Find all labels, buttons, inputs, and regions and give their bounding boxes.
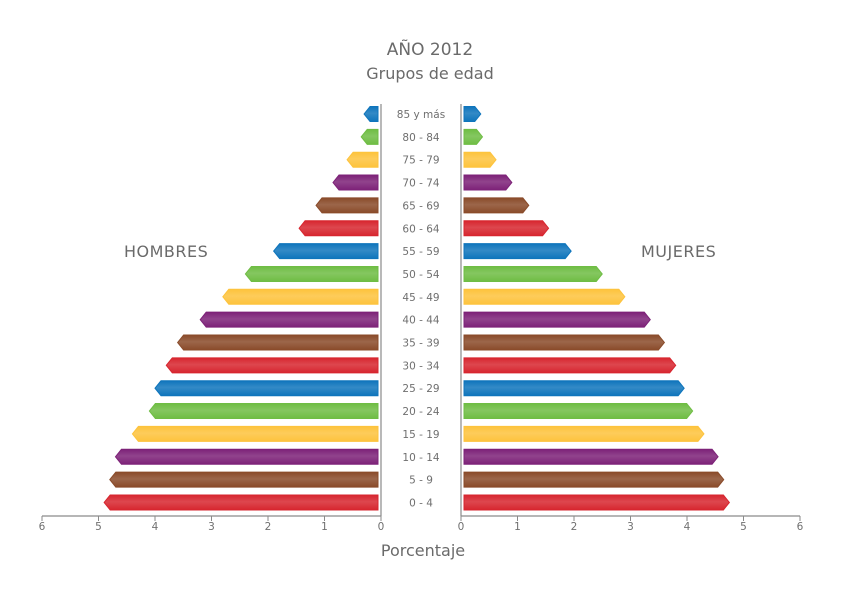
- bar-hombres-1: [360, 128, 379, 145]
- bar-mujeres-16: [463, 471, 725, 488]
- bar-hombres-9: [199, 311, 379, 328]
- bar-hombres-7: [244, 265, 379, 282]
- mujeres-label: MUJERES: [641, 242, 717, 261]
- bar-hombres-17: [103, 494, 379, 511]
- age-group-label: 65 - 69: [402, 200, 439, 212]
- bar-mujeres-11: [463, 357, 677, 374]
- tick-label-left: 2: [265, 521, 272, 533]
- bar-hombres-11: [165, 357, 379, 374]
- age-group-label: 0 - 4: [409, 497, 433, 509]
- bar-hombres-14: [131, 425, 379, 442]
- age-group-label: 45 - 49: [402, 292, 439, 304]
- bar-mujeres-9: [463, 311, 651, 328]
- bar-mujeres-12: [463, 380, 685, 397]
- age-group-label: 10 - 14: [402, 452, 440, 464]
- age-group-label: 80 - 84: [402, 132, 440, 144]
- bar-mujeres-14: [463, 425, 705, 442]
- chart-subtitle: Grupos de edad: [366, 64, 494, 83]
- tick-label-right: 6: [797, 521, 804, 533]
- hombres-bars: [103, 106, 379, 511]
- age-group-label: 55 - 59: [402, 246, 439, 258]
- age-group-label: 75 - 79: [402, 155, 439, 167]
- tick-label-left: 5: [95, 521, 102, 533]
- age-group-label: 60 - 64: [402, 223, 440, 235]
- bar-mujeres-4: [463, 197, 530, 214]
- tick-label-right: 3: [627, 521, 634, 533]
- tick-label-left: 6: [39, 521, 46, 533]
- age-group-label: 15 - 19: [402, 429, 439, 441]
- age-group-labels: 85 y más 80 - 84 75 - 79 70 - 74 65 - 69 60 -…: [397, 109, 445, 509]
- bar-hombres-12: [154, 380, 379, 397]
- axes: 6 5 4 3 2 1 0 0 1 2 3 4 5 6: [39, 104, 804, 533]
- tick-label-right: 0: [458, 521, 465, 533]
- bar-mujeres-10: [463, 334, 666, 351]
- bar-hombres-0: [363, 106, 379, 122]
- bar-mujeres-15: [463, 448, 719, 465]
- age-group-label: 40 - 44: [402, 315, 440, 327]
- tick-label-right: 4: [684, 521, 691, 533]
- age-group-label: 50 - 54: [402, 269, 440, 281]
- bar-mujeres-7: [463, 265, 603, 282]
- bar-mujeres-17: [463, 494, 731, 511]
- bar-mujeres-8: [463, 288, 626, 305]
- tick-label-left: 0: [378, 521, 385, 533]
- mujeres-bars: [463, 106, 731, 511]
- tick-label-left: 4: [152, 521, 159, 533]
- bar-hombres-16: [109, 471, 379, 488]
- age-group-label: 35 - 39: [402, 338, 439, 350]
- chart-title: AÑO 2012: [386, 40, 474, 60]
- bar-hombres-10: [176, 334, 379, 351]
- bar-hombres-8: [222, 288, 379, 305]
- tick-label-left: 3: [208, 521, 215, 533]
- tick-label-right: 2: [571, 521, 578, 533]
- bar-hombres-5: [298, 220, 379, 237]
- age-group-label: 25 - 29: [402, 383, 439, 395]
- bar-mujeres-3: [463, 174, 513, 191]
- age-group-label: 20 - 24: [402, 406, 440, 418]
- bar-mujeres-2: [463, 151, 497, 168]
- tick-label-right: 1: [514, 521, 521, 533]
- bar-mujeres-6: [463, 243, 572, 260]
- bar-hombres-6: [273, 243, 379, 260]
- bar-hombres-3: [332, 174, 379, 191]
- bar-hombres-15: [114, 448, 379, 465]
- bar-mujeres-5: [463, 220, 550, 237]
- bar-mujeres-1: [463, 128, 484, 145]
- bar-hombres-13: [148, 403, 379, 420]
- age-group-label: 30 - 34: [402, 360, 440, 372]
- hombres-label: HOMBRES: [124, 242, 209, 261]
- tick-label-left: 1: [321, 521, 328, 533]
- age-group-label: 70 - 74: [402, 178, 440, 190]
- tick-label-right: 5: [740, 521, 747, 533]
- age-group-label: 85 y más: [397, 109, 445, 121]
- bar-mujeres-0: [463, 106, 482, 122]
- bar-hombres-4: [315, 197, 379, 214]
- bar-hombres-2: [346, 151, 379, 168]
- bar-mujeres-13: [463, 403, 694, 420]
- age-group-label: 5 - 9: [409, 475, 433, 487]
- x-axis-label: Porcentaje: [380, 541, 466, 560]
